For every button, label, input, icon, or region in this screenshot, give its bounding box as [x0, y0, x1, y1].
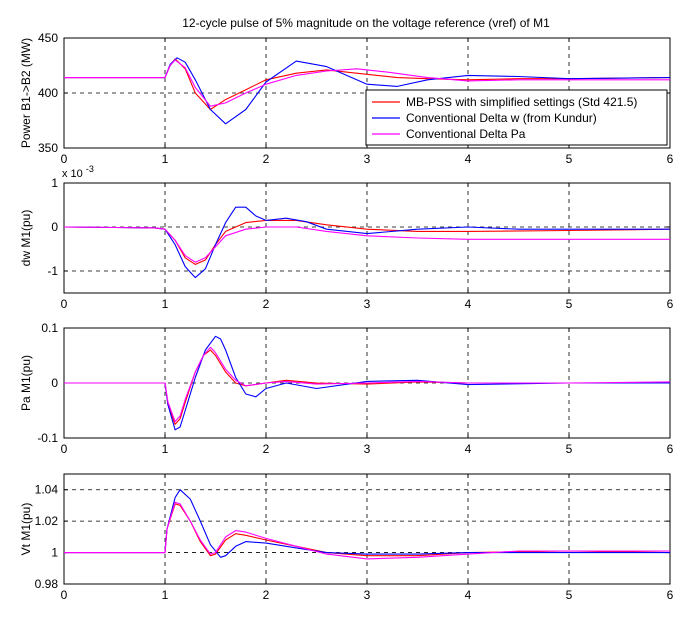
y-tick-label: 350 [38, 141, 58, 155]
x-tick-label: 5 [566, 588, 573, 602]
series-line-2 [64, 489, 670, 558]
series-line-3 [64, 346, 670, 423]
x-tick-label: 1 [162, 588, 169, 602]
x-tick-label: 1 [162, 152, 169, 166]
y-tick-label: 1.02 [35, 514, 59, 528]
x-tick-label: 5 [566, 442, 573, 456]
legend-box [365, 89, 668, 146]
x-tick-label: 6 [667, 588, 674, 602]
series-group [64, 335, 670, 431]
x-tick-label: 4 [465, 588, 472, 602]
x-tick-label: 4 [465, 297, 472, 311]
series-line-2 [64, 57, 670, 125]
y-tick-label: 1.04 [35, 483, 59, 497]
series-line-1 [64, 349, 670, 425]
series-line-2 [64, 206, 670, 279]
x-tick-label: 3 [364, 442, 371, 456]
x-tick-label: 5 [566, 152, 573, 166]
x-tick-label: 5 [566, 297, 573, 311]
x-tick-label: 4 [465, 152, 472, 166]
series-line-3 [64, 501, 670, 560]
y-tick-label: 0 [51, 376, 58, 390]
y-tick-label: 1 [51, 176, 58, 190]
series-group [64, 57, 670, 125]
series-line-1 [64, 503, 670, 557]
x-tick-label: 0 [61, 588, 68, 602]
y-axis-label: Vt M1(pu) [19, 503, 33, 556]
x-tick-label: 4 [465, 442, 472, 456]
x-tick-label: 2 [263, 442, 270, 456]
x-tick-label: 1 [162, 297, 169, 311]
legend-label-3: Conventional Delta Pa [406, 127, 526, 141]
x-tick-label: 6 [667, 297, 674, 311]
x-tick-label: 2 [263, 297, 270, 311]
x-tick-label: 0 [61, 152, 68, 166]
x-tick-label: 2 [263, 588, 270, 602]
legend-label-2: Conventional Delta w (from Kundur) [406, 111, 597, 125]
x-tick-label: 6 [667, 442, 674, 456]
y-axis-label: Power B1->B2 (MW) [19, 38, 33, 148]
x-tick-label: 1 [162, 442, 169, 456]
legend-label-1: MB-PSS with simplified settings (Std 421… [406, 95, 637, 109]
legend: MB-PSS with simplified settings (Std 421… [365, 89, 668, 146]
axis-exponent-value: -3 [86, 164, 94, 174]
series-group [64, 206, 670, 279]
x-tick-label: 6 [667, 152, 674, 166]
series-line-3 [64, 59, 670, 107]
x-tick-label: 0 [61, 297, 68, 311]
series-line-3 [64, 226, 670, 263]
y-tick-label: 0 [51, 220, 58, 234]
figure-title: 12-cycle pulse of 5% magnitude on the vo… [182, 16, 550, 30]
x-tick-label: 3 [364, 588, 371, 602]
y-tick-label: 0.1 [41, 321, 58, 335]
y-tick-label: -1 [47, 264, 58, 278]
series-line-1 [64, 58, 670, 111]
series-group [64, 489, 670, 560]
y-axis-label: dw M1(pu) [19, 210, 33, 267]
y-axis-label: Pa M1(pu) [19, 355, 33, 411]
y-tick-label: 1 [51, 546, 58, 560]
x-tick-label: 3 [364, 152, 371, 166]
chart-panel-3: 0 1 2 3 4 5 6-0.100.1Pa M1(pu) [19, 321, 674, 456]
x-tick-label: 0 [61, 442, 68, 456]
y-tick-label: 450 [38, 31, 58, 45]
x-tick-label: 2 [263, 152, 270, 166]
x-tick-label: 3 [364, 297, 371, 311]
y-tick-label: 400 [38, 86, 58, 100]
y-tick-label: 0.98 [35, 577, 59, 591]
series-line-2 [64, 335, 670, 431]
y-tick-label: -0.1 [37, 431, 58, 445]
